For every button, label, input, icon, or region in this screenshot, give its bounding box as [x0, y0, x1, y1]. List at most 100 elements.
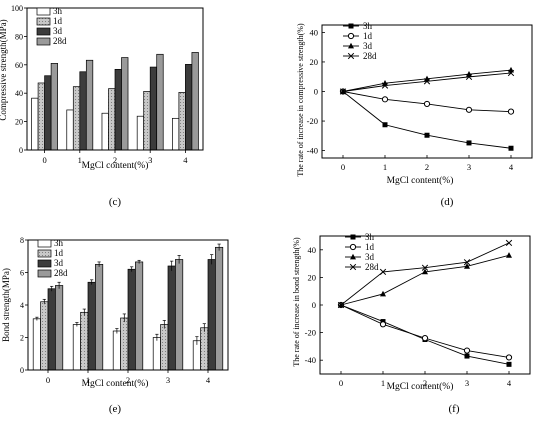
chart3-legend-marker: [350, 234, 356, 240]
chart2-xtick-label: 4: [206, 375, 211, 385]
chart3-point-28d: [421, 264, 429, 271]
chart2-legend-swatch: [37, 239, 52, 248]
chart2-bar-28d: [95, 264, 104, 371]
chart3-legend-marker: [349, 243, 357, 251]
chart0-ytick-label: 100: [11, 4, 23, 13]
chart3-ytick-label: -20: [305, 328, 316, 338]
chart3-point-28d: [337, 301, 345, 309]
chart1-point-1d: [423, 100, 431, 108]
chart2-bar-3d: [207, 259, 216, 371]
chart1-legend-label: 28d: [363, 51, 377, 61]
chart2-bar-28d: [175, 259, 184, 371]
chart2-legend-label: 28d: [54, 268, 68, 278]
chart1-point-3h: [382, 122, 388, 128]
chart0-bar-3h: [101, 112, 109, 151]
chart2-xtick-label: 3: [166, 375, 170, 385]
chart3-legend-label: 3h: [365, 232, 375, 242]
chart3-point-3h: [464, 353, 470, 359]
chart0-ylabel: Compressive strength(MPa): [0, 19, 8, 120]
chart1-point-28d: [507, 69, 515, 77]
chart3-xlabel: MgCl content(%): [387, 381, 454, 392]
chart1-ytick-label: -20: [307, 116, 318, 126]
chart3-point-1d: [421, 335, 429, 342]
chart0-ytick-label: 80: [15, 32, 23, 41]
chart0-xtick-label: 1: [78, 155, 82, 165]
chart1-point-28d-b: [465, 73, 473, 81]
chart1-point-28d-b: [423, 78, 431, 85]
chart1-ytick-label: 40: [310, 27, 319, 37]
chart0-bar-3d: [114, 68, 122, 151]
chart2-legend-swatch: [37, 249, 52, 258]
chart0-legend-label: 3d: [53, 26, 63, 36]
chart1-legend-marker: [347, 32, 355, 40]
chart3-point-28d-b: [463, 259, 471, 266]
chart2-xtick-label: 1: [86, 375, 90, 385]
chart0-bar-28d: [191, 52, 199, 151]
chart0-legend-swatch: [36, 7, 51, 16]
chart3-point-3d: [464, 263, 470, 269]
chart0-bar-28d: [156, 53, 164, 151]
chart1-xtick-label: 3: [467, 162, 471, 172]
chart2-bar-28d: [215, 246, 224, 371]
chart3-legend-marker: [350, 253, 356, 260]
chart0-xtick-label: 2: [113, 155, 117, 165]
chart3-frame: [319, 235, 531, 375]
chart1-xtick-label: 2: [425, 162, 429, 172]
chart3-point-1d: [379, 321, 387, 328]
chart1-ytick-label: 20: [310, 57, 319, 67]
chart0-legend-swatch: [36, 37, 51, 46]
chart0-panel-label: (c): [109, 196, 122, 208]
chart2-bar-3h: [152, 337, 161, 371]
chart1-ytick-label: -40: [307, 146, 318, 156]
chart0-ytick-label: 0: [19, 146, 23, 155]
chart0-bar-3d: [79, 71, 87, 151]
chart1-point-3h: [466, 140, 472, 146]
chart2-bar-3h: [32, 318, 41, 371]
chart2-bar-3h: [112, 330, 121, 371]
chart0-bar-3h: [136, 115, 145, 151]
chart2-ytick-label: 4: [20, 301, 24, 310]
chart2-xtick-label: 0: [46, 375, 50, 385]
chart1-xlabel: MgCl content(%): [387, 175, 454, 186]
chart2-bar-3d: [87, 281, 96, 371]
chart0-bar-3d: [149, 66, 158, 151]
chart0-bar-1d: [143, 91, 151, 151]
chart3-legend-label: 1d: [365, 242, 375, 252]
chart0-legend-label: 1d: [53, 16, 63, 26]
chart3-xtick-label: 4: [507, 378, 512, 388]
chart2-xtick-label: 2: [126, 375, 130, 385]
chart2-legend-label: 3h: [54, 238, 64, 248]
chart2-bar-1d: [160, 324, 169, 371]
chart3-ylabel: The rate of increase in bond strength(%): [292, 237, 301, 367]
chart0-xtick-label: 3: [148, 155, 152, 165]
chart2-bar-1d: [40, 301, 49, 371]
chart0-bar-3d: [44, 75, 52, 151]
chart0-bar-3h: [66, 109, 74, 151]
chart1-legend-marker-b: [347, 52, 355, 60]
chart2-bar-3h: [72, 324, 81, 371]
chart2-ytick-label: 2: [20, 334, 24, 343]
chart3-point-3d: [422, 268, 428, 275]
chart1-point-1d: [507, 108, 515, 115]
chart0-frame: [26, 7, 204, 151]
chart2-bar-3h: [192, 340, 201, 371]
chart2-xlabel: MgCl content(%): [82, 378, 149, 389]
chart3-ytick-label: 20: [308, 272, 317, 282]
chart1-legend-label: 3h: [363, 21, 373, 31]
chart0-bar-28d: [85, 59, 94, 151]
chart0-legend-label: 3h: [53, 6, 63, 16]
chart3-legend-marker: [349, 263, 357, 271]
chart1-point-28d: [465, 73, 473, 81]
chart3-series-line-3h: [340, 304, 510, 365]
chart1-xtick-label: 1: [383, 162, 387, 172]
chart1-point-28d: [423, 78, 431, 85]
chart3-legend-label: 3d: [365, 252, 375, 262]
chart3-legend-label: 28d: [365, 262, 379, 272]
chart3-point-28d-b: [379, 268, 387, 276]
chart2-legend-swatch: [37, 269, 52, 278]
chart0-ytick-label: 60: [15, 61, 23, 70]
chart2-ytick-label: 8: [20, 236, 24, 245]
chart1-legend-marker: [347, 52, 355, 60]
chart0-xlabel: MgCl content(%): [82, 160, 149, 171]
